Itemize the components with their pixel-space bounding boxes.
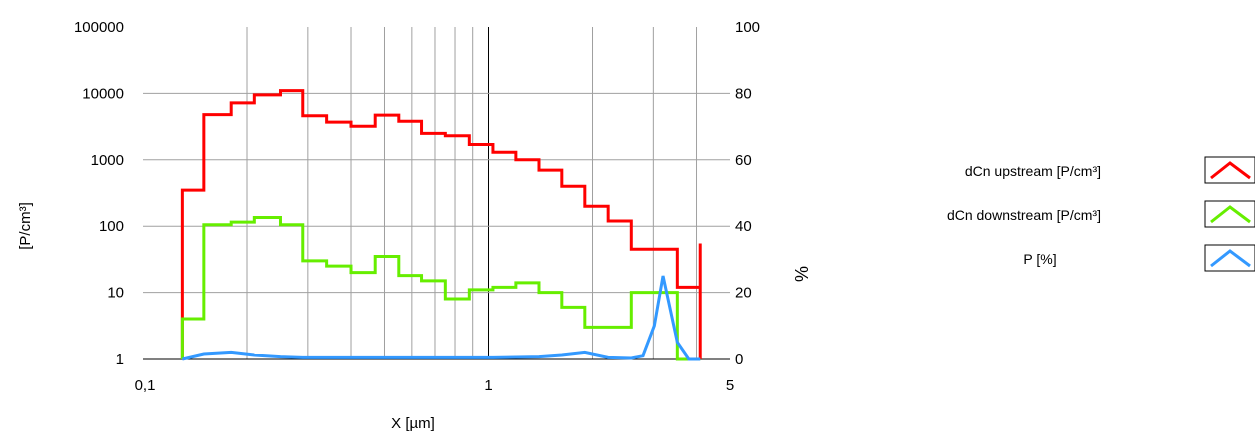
grid [143, 27, 730, 359]
y-left-tick-label: 10000 [82, 85, 124, 102]
y-left-tick-label: 1000 [91, 152, 124, 169]
y-right-tick-label: 60 [735, 152, 752, 169]
x-tick-label: 5 [726, 377, 734, 394]
y-left-tick-label: 1 [116, 351, 124, 368]
y-left-axis-title: [P/cm³] [17, 202, 34, 250]
y-right-axis-title: % [792, 266, 812, 282]
legend-swatch-line [1210, 205, 1251, 224]
legend-label: P [%] [1023, 251, 1056, 267]
x-tick-label: 1 [484, 377, 492, 394]
legend-label: dCn downstream [P/cm³] [947, 207, 1101, 223]
y-left-tick-label: 100000 [74, 19, 124, 36]
x-axis-title: X [µm] [391, 415, 435, 432]
series-line-0 [180, 89, 702, 359]
legend: dCn upstream [P/cm³] dCn downstream [P/cm… [947, 156, 1255, 272]
y-left-tick-labels: 1 10 100 1000 10000 100000 [74, 19, 124, 368]
legend-swatch-box [1204, 200, 1255, 228]
legend-swatch-box [1204, 244, 1255, 272]
series-layer [180, 89, 702, 361]
y-right-tick-label: 20 [735, 285, 752, 302]
x-tick-labels: 0,1 1 5 [135, 377, 735, 394]
legend-swatch-line [1210, 161, 1251, 180]
legend-swatch-box [1204, 156, 1255, 184]
legend-swatch-line [1210, 249, 1251, 268]
series-line-2 [182, 275, 701, 361]
y-right-tick-label: 40 [735, 218, 752, 235]
x-tick-label: 0,1 [135, 377, 156, 394]
y-right-tick-label: 80 [735, 85, 752, 102]
y-left-tick-label: 100 [99, 218, 124, 235]
y-right-tick-label: 0 [735, 351, 743, 368]
legend-label: dCn upstream [P/cm³] [965, 163, 1101, 179]
y-right-tick-labels: 0 20 40 60 80 100 [735, 19, 760, 368]
series-line-1 [180, 216, 701, 361]
y-right-tick-label: 100 [735, 19, 760, 36]
y-left-tick-label: 10 [107, 285, 124, 302]
